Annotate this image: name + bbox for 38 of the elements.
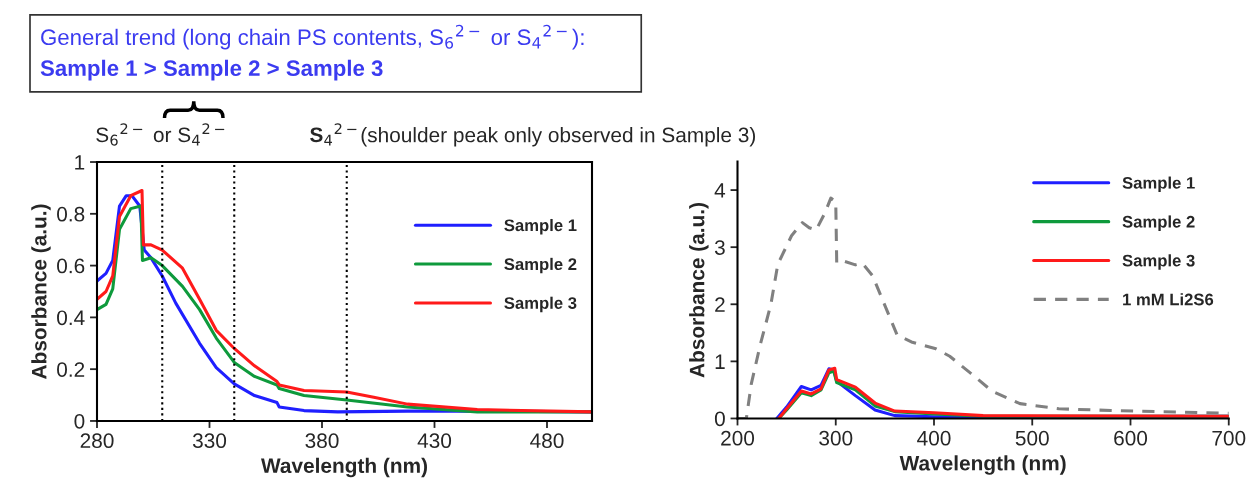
y-tick-label: 1 [715, 354, 725, 369]
y-tick-label: 0 [74, 413, 85, 429]
legend-label: Sample 3 [1122, 254, 1195, 270]
legend-label: Sample 2 [1122, 215, 1195, 231]
text: S$_{4}$$^{2−}$ [310, 123, 357, 146]
x-tick-label: 600 [1114, 430, 1148, 446]
y-tick-label: 0.6 [57, 258, 85, 274]
x-axis-title: Wavelength (nm) [899, 455, 1066, 475]
text: General trend (long chain PS contents, S$_{6}$$^{2−}$ or S$_{4}$$^{2−}$): [41, 24, 584, 50]
y-axis-title: Absorbance (a.u.) [31, 204, 51, 379]
y-tick-label: 0.2 [57, 362, 85, 377]
x-tick-label: 380 [305, 433, 339, 449]
legend-label: 1 mM Li2S6 [1123, 293, 1214, 306]
legend-label: Sample 3 [504, 296, 577, 313]
legend-label: Sample 1 [1122, 176, 1195, 193]
x-tick-label: 400 [917, 430, 951, 446]
x-axis-title: Wavelength (nm) [261, 457, 427, 478]
x-tick-label: 330 [192, 433, 227, 449]
text: Sample 1 > Sample 2 > Sample 3 [40, 59, 383, 81]
text: S$_{6}$$^{2−}$ or S$_{4}$$^{2−}$ [96, 123, 225, 146]
x-tick-label: 480 [530, 433, 564, 449]
x-tick-label: 200 [721, 430, 755, 446]
text: (shoulder peak only observed in Sample 3) [361, 127, 756, 147]
y-tick-label: 0.4 [57, 310, 85, 326]
x-tick-label: 280 [80, 433, 114, 449]
y-tick-label: 0.8 [57, 206, 85, 222]
legend-label: Sample 1 [504, 218, 577, 235]
y-tick-label: 0 [714, 411, 725, 427]
y-tick-label: 1 [75, 155, 85, 170]
y-tick-label: 2 [715, 297, 725, 312]
x-tick-label: 500 [1015, 430, 1049, 446]
x-tick-label: 300 [819, 430, 853, 446]
y-tick-label: 3 [714, 240, 725, 255]
y-tick-label: 4 [714, 183, 726, 198]
y-axis-title: Absorbance (a.u.) [689, 203, 709, 378]
x-tick-label: 430 [417, 433, 452, 449]
legend-label: Sample 2 [504, 257, 577, 274]
x-tick-label: 700 [1212, 430, 1246, 446]
